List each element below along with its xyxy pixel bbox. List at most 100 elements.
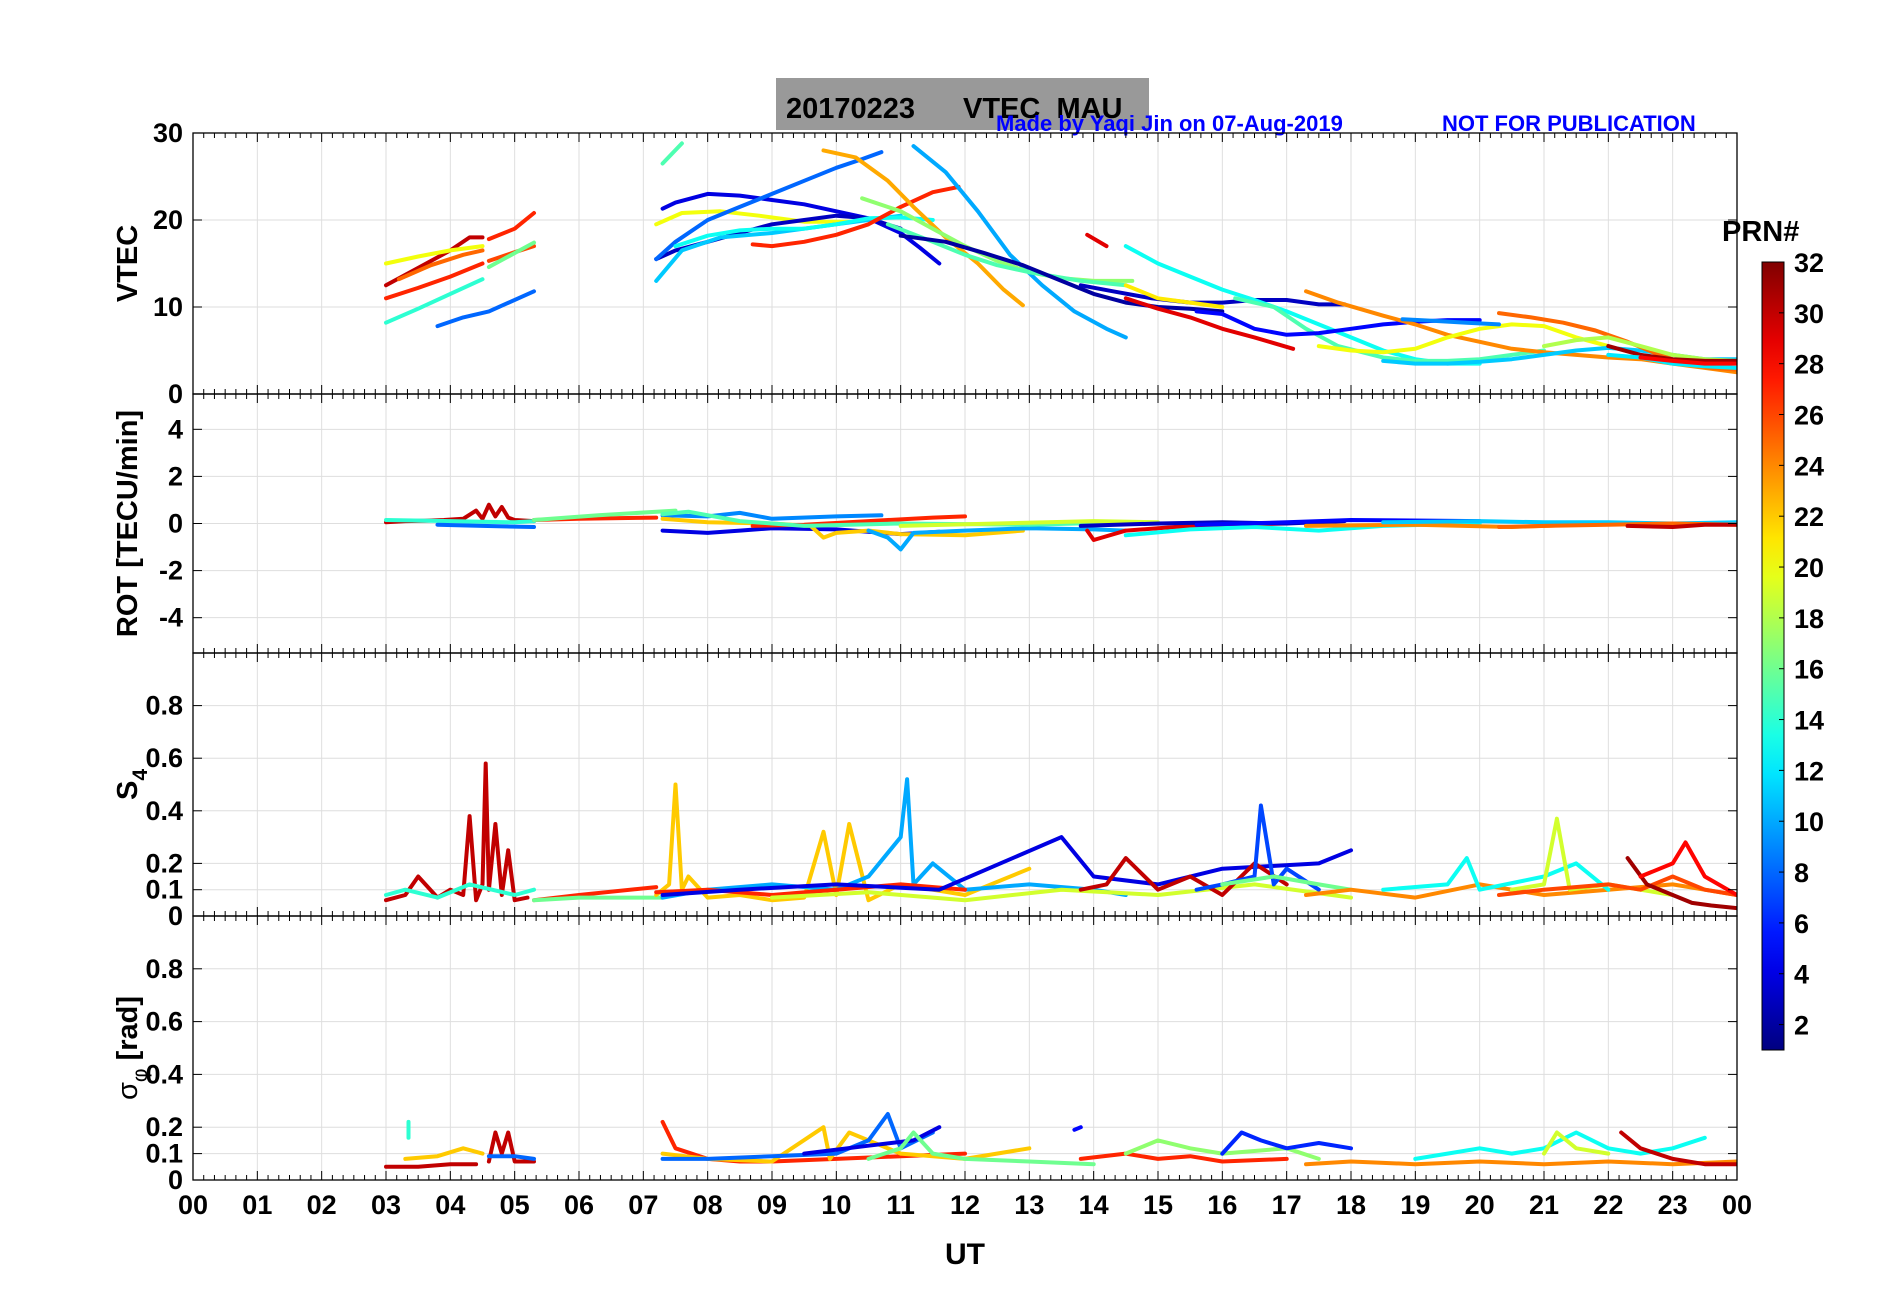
colorbar-tick-label: 22	[1794, 502, 1824, 532]
y-tick-label: 0.8	[145, 954, 183, 984]
y-tick-label: 2	[168, 461, 183, 491]
y-tick-label: 4	[168, 414, 183, 444]
y-tick-label: 0.6	[145, 743, 183, 773]
series-line-prn-10	[660, 777, 1128, 900]
series-line-prn-27	[654, 882, 967, 897]
colorbar-tick-label: 4	[1794, 960, 1809, 990]
panel-rot: -4 -2 0 2 4 ROT [TECU/min]	[112, 393, 1738, 654]
x-tick-label: 16	[1207, 1190, 1237, 1220]
series-line-prn-4	[802, 1125, 942, 1156]
x-tick-label: 01	[242, 1190, 272, 1220]
y-tick-label: 0	[168, 1165, 183, 1195]
series-line-prn-13	[673, 215, 935, 249]
series-line-prn-9	[1400, 317, 1501, 327]
series-line-prn-14	[384, 518, 536, 525]
y-tick-label: 0	[168, 901, 183, 931]
y-tick-label: 0.4	[145, 796, 183, 826]
colorbar-title: PRN#	[1722, 216, 1799, 248]
x-tick-label: 00	[1722, 1190, 1752, 1220]
x-tick-label: 02	[307, 1190, 337, 1220]
series-line-prn-23	[821, 148, 1025, 308]
title-station: VTEC MAU	[963, 93, 1123, 125]
panel-vtec: 0 10 20 30 VTEC	[112, 118, 1738, 409]
colorbar-tick-label: 24	[1794, 451, 1824, 481]
y-tick-label: -4	[159, 603, 183, 633]
series-line-prn-31	[1625, 856, 1737, 911]
series-line-prn-17	[1123, 1138, 1321, 1161]
x-tick-label: 21	[1529, 1190, 1559, 1220]
series-line-prn-20	[1316, 322, 1611, 355]
x-tick-label: 05	[500, 1190, 530, 1220]
x-tick-label: 12	[950, 1190, 980, 1220]
y-tick-label: -2	[159, 556, 183, 586]
colorbar-tick-label: 8	[1794, 858, 1809, 888]
publication-notice: NOT FOR PUBLICATION	[1442, 111, 1696, 136]
series-line-prn-9	[660, 510, 884, 521]
series-line-prn-8	[486, 1154, 536, 1161]
title-date: 20170223	[786, 93, 915, 125]
series-line-prn-27	[1078, 1151, 1289, 1164]
x-tick-label: 17	[1272, 1190, 1302, 1220]
series-line-prn-16	[532, 895, 665, 903]
y-axis-title: ROT [TECU/min]	[112, 410, 144, 637]
x-tick-label: 20	[1465, 1190, 1495, 1220]
series-line-prn-6	[1220, 1130, 1353, 1156]
colorbar-tick-label: 6	[1794, 909, 1809, 939]
x-tick-label: 22	[1593, 1190, 1623, 1220]
series-line-prn-28	[1638, 355, 1737, 366]
y-tick-label: 0.2	[145, 1112, 183, 1142]
series-line-prn-15	[660, 141, 684, 166]
x-tick-label: 11	[886, 1190, 915, 1220]
series-line-prn-27	[486, 211, 536, 242]
y-tick-label: 0.1	[145, 1139, 183, 1169]
series-line-prn-25	[396, 248, 485, 282]
x-tick-label: 09	[757, 1190, 787, 1220]
series-line-prn-14	[384, 277, 485, 325]
y-tick-label: 0.2	[145, 848, 183, 878]
series-line-prn-3	[1078, 283, 1347, 307]
series-line-prn-8	[654, 150, 884, 262]
series-line-prn-15	[885, 222, 1128, 288]
colorbar-tick-label: 10	[1794, 807, 1824, 837]
series-line-prn-24	[1304, 1159, 1737, 1167]
colorbar-tick-label: 30	[1794, 299, 1824, 329]
x-tick-label: 07	[628, 1190, 658, 1220]
x-tick-label: 00	[178, 1190, 208, 1220]
y-tick-label: 0.8	[145, 691, 183, 721]
x-tick-label: 19	[1400, 1190, 1430, 1220]
series-line-prn-30	[1078, 856, 1289, 897]
credit-text: Made by Yaqi Jin on 07-Aug-2019	[996, 111, 1343, 136]
series-line-prn-27	[384, 261, 485, 301]
panel-frame	[192, 915, 1738, 1181]
y-axis-title: σφ [rad]	[112, 996, 152, 1100]
series-group	[384, 502, 1737, 552]
x-tick-label: 23	[1658, 1190, 1688, 1220]
series-line-prn-13	[1413, 1130, 1707, 1161]
series-line-prn-15	[1233, 296, 1546, 363]
series-line-prn-12	[1606, 352, 1737, 370]
y-tick-label: 0	[168, 379, 183, 409]
series-line-prn-5	[1072, 1125, 1083, 1132]
series-line-prn-22	[403, 1146, 485, 1161]
series-line-prn-13	[1381, 856, 1611, 892]
series-group	[384, 1112, 1737, 1169]
title-box	[776, 78, 1149, 130]
colorbar-tick-label: 20	[1794, 553, 1824, 583]
series-line-prn-26	[1497, 874, 1737, 897]
series-line-prn-20	[384, 244, 485, 266]
series-group	[384, 141, 1737, 375]
series-line-prn-19	[898, 519, 1160, 528]
series-line-prn-30	[1625, 522, 1737, 529]
x-tick-label: 15	[1143, 1190, 1173, 1220]
series-line-prn-27	[750, 184, 961, 249]
x-tick-label: 03	[371, 1190, 401, 1220]
x-tick-label: 08	[693, 1190, 723, 1220]
series-line-prn-16	[866, 1130, 1096, 1167]
y-tick-label: 0	[168, 509, 183, 539]
x-tick-label: 04	[435, 1190, 465, 1220]
y-tick-label: 0.4	[145, 1059, 183, 1089]
y-tick-label: 20	[153, 205, 183, 235]
colorbar-tick-label: 32	[1794, 248, 1824, 278]
